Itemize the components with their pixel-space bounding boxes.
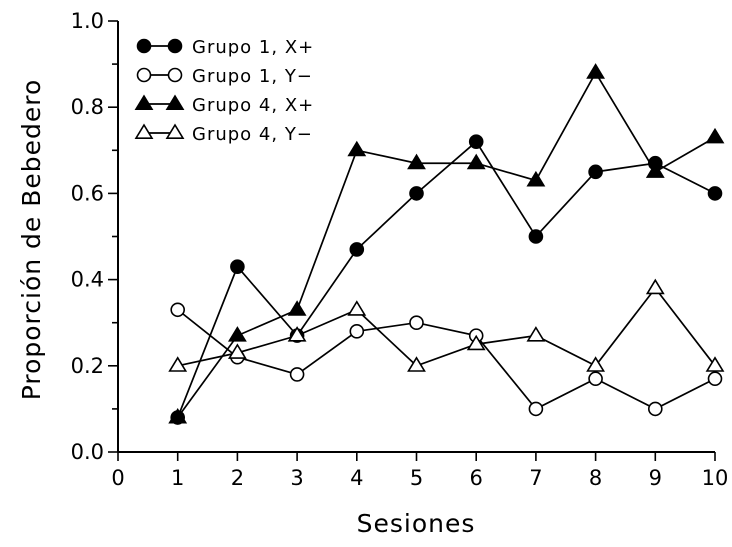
series-line	[177, 309, 716, 410]
legend-label: Grupo 4, X+	[192, 95, 314, 116]
data-point	[287, 300, 307, 316]
legend-marker	[134, 94, 154, 110]
data-point	[227, 326, 247, 342]
x-tick-label: 0	[111, 466, 124, 490]
y-tick-label: 0.0	[71, 440, 104, 464]
series-line	[177, 71, 716, 419]
data-point	[468, 134, 484, 149]
data-point	[466, 153, 486, 170]
data-point	[647, 401, 663, 417]
y-tick-label: 0.2	[71, 354, 104, 378]
data-point	[170, 302, 185, 318]
x-tick-label: 5	[410, 466, 423, 490]
data-point	[168, 356, 188, 372]
y-axis-title: Proporción de Bebedero	[17, 79, 46, 401]
x-tick-label: 8	[589, 466, 602, 490]
data-point	[168, 407, 188, 424]
legend-marker	[167, 38, 183, 54]
axes: 0.0 0.2 0.4 0.6 0.8 1.0 0 1 2 3 4 5 6 7 8 9 10	[71, 9, 729, 490]
x-tick-label: 1	[171, 466, 184, 490]
legend-marker	[165, 123, 185, 139]
x-tick-label: 6	[470, 466, 483, 490]
x-axis-title: Sesiones	[357, 509, 476, 538]
legend-label: Grupo 1, X+	[192, 37, 314, 58]
data-point	[586, 356, 606, 372]
data-point	[409, 186, 424, 201]
y-tick-label: 0.6	[71, 181, 104, 205]
data-point	[230, 259, 245, 274]
legend-marker	[136, 67, 152, 83]
legend-marker	[167, 67, 183, 83]
legend-item: Grupo 4, X+	[134, 94, 314, 116]
legend: Grupo 1, X+ Grupo 1, Y− Grupo 4, X+ Grupo 4…	[134, 37, 314, 145]
data-point	[526, 170, 546, 187]
data-point	[528, 401, 544, 417]
data-point	[407, 356, 426, 372]
series-layer	[168, 63, 725, 425]
legend-marker	[165, 94, 185, 110]
data-point	[707, 186, 723, 201]
series-grupo-1-x	[170, 134, 723, 425]
data-point	[588, 164, 603, 180]
data-point	[707, 371, 723, 387]
y-tick-label: 0.8	[71, 95, 104, 119]
data-point	[705, 356, 725, 372]
data-point	[588, 371, 603, 387]
data-point	[347, 140, 367, 157]
legend-item: Grupo 4, Y−	[134, 123, 313, 145]
data-point	[289, 367, 305, 382]
data-point	[409, 315, 424, 331]
legend-marker	[136, 38, 152, 54]
data-point	[407, 153, 426, 170]
data-point	[227, 343, 247, 359]
legend-label: Grupo 4, Y−	[192, 124, 313, 145]
legend-item: Grupo 1, X+	[136, 37, 314, 58]
data-point	[528, 229, 544, 244]
series-grupo-4-x	[168, 63, 725, 424]
x-tick-label: 3	[290, 466, 303, 490]
data-point	[466, 334, 486, 351]
data-point	[526, 326, 546, 342]
x-tick-label: 10	[702, 466, 729, 490]
data-point	[645, 162, 665, 178]
series-line	[177, 286, 716, 367]
data-point	[349, 324, 365, 339]
data-point	[347, 300, 367, 316]
data-point	[705, 127, 725, 144]
data-point	[349, 242, 365, 257]
data-point	[645, 278, 665, 295]
data-point	[586, 63, 606, 79]
x-tick-label: 7	[529, 466, 542, 490]
x-tick-label: 9	[649, 466, 662, 490]
series-grupo-1-y	[170, 302, 723, 417]
y-tick-label: 0.4	[71, 268, 104, 292]
series-line	[176, 140, 716, 418]
series-grupo-4-y	[168, 278, 725, 372]
legend-item: Grupo 1, Y−	[136, 66, 313, 87]
data-point	[287, 326, 307, 342]
legend-label: Grupo 1, Y−	[192, 66, 313, 87]
legend-marker	[134, 123, 154, 139]
x-tick-label: 4	[350, 466, 363, 490]
x-tick-label: 2	[231, 466, 244, 490]
y-tick-label: 1.0	[71, 9, 104, 33]
